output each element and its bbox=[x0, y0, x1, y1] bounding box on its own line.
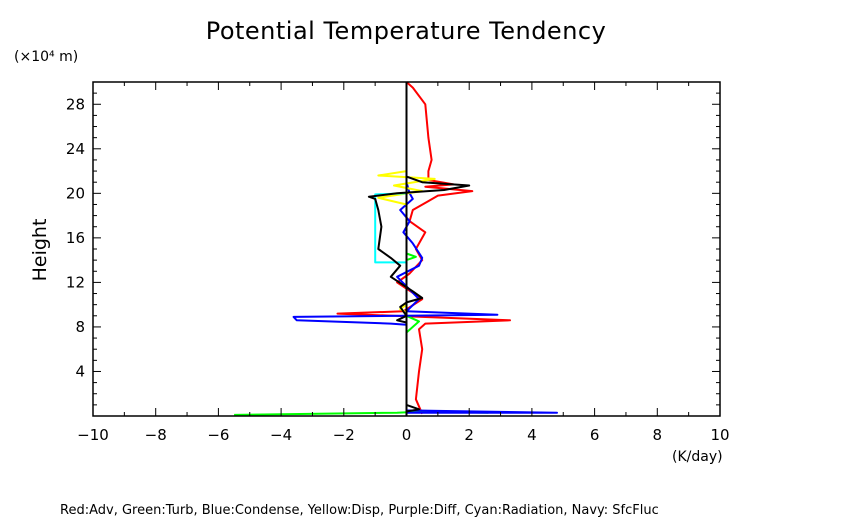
ticks-layer bbox=[92, 82, 721, 416]
series-total-line bbox=[367, 82, 471, 413]
y-tick-label: 12 bbox=[66, 273, 85, 291]
x-tick-label: −6 bbox=[207, 426, 229, 444]
y-axis-label: Height bbox=[29, 219, 51, 282]
y-tick-label: 24 bbox=[66, 140, 85, 158]
x-tick-label: 4 bbox=[527, 426, 537, 444]
x-tick-label: 8 bbox=[653, 426, 663, 444]
legend-text: Red:Adv, Green:Turb, Blue:Condense, Yell… bbox=[60, 503, 659, 518]
x-tick-label: 6 bbox=[590, 426, 600, 444]
x-tick-label: −2 bbox=[333, 426, 355, 444]
x-tick-label: −4 bbox=[270, 426, 292, 444]
x-tick-label: 10 bbox=[710, 426, 729, 444]
y-tick-label: 20 bbox=[66, 184, 85, 202]
y-tick-label: 8 bbox=[75, 318, 85, 336]
series-turb-line bbox=[234, 82, 489, 416]
series-layer bbox=[234, 81, 558, 416]
x-tick-label: −10 bbox=[77, 426, 109, 444]
chart-title: Potential Temperature Tendency bbox=[206, 17, 607, 45]
x-axis-unit: (K/day) bbox=[672, 449, 723, 465]
y-tick-label: 4 bbox=[75, 362, 85, 380]
y-axis-unit: (×10⁴ m) bbox=[14, 49, 78, 65]
x-tick-label: 2 bbox=[464, 426, 474, 444]
series-adv-line bbox=[336, 81, 511, 415]
x-tick-label: 0 bbox=[402, 426, 412, 444]
y-tick-label: 28 bbox=[66, 95, 85, 113]
y-tick-label: 16 bbox=[66, 229, 85, 247]
series-condense-line bbox=[292, 82, 558, 414]
x-tick-label: −8 bbox=[145, 426, 167, 444]
